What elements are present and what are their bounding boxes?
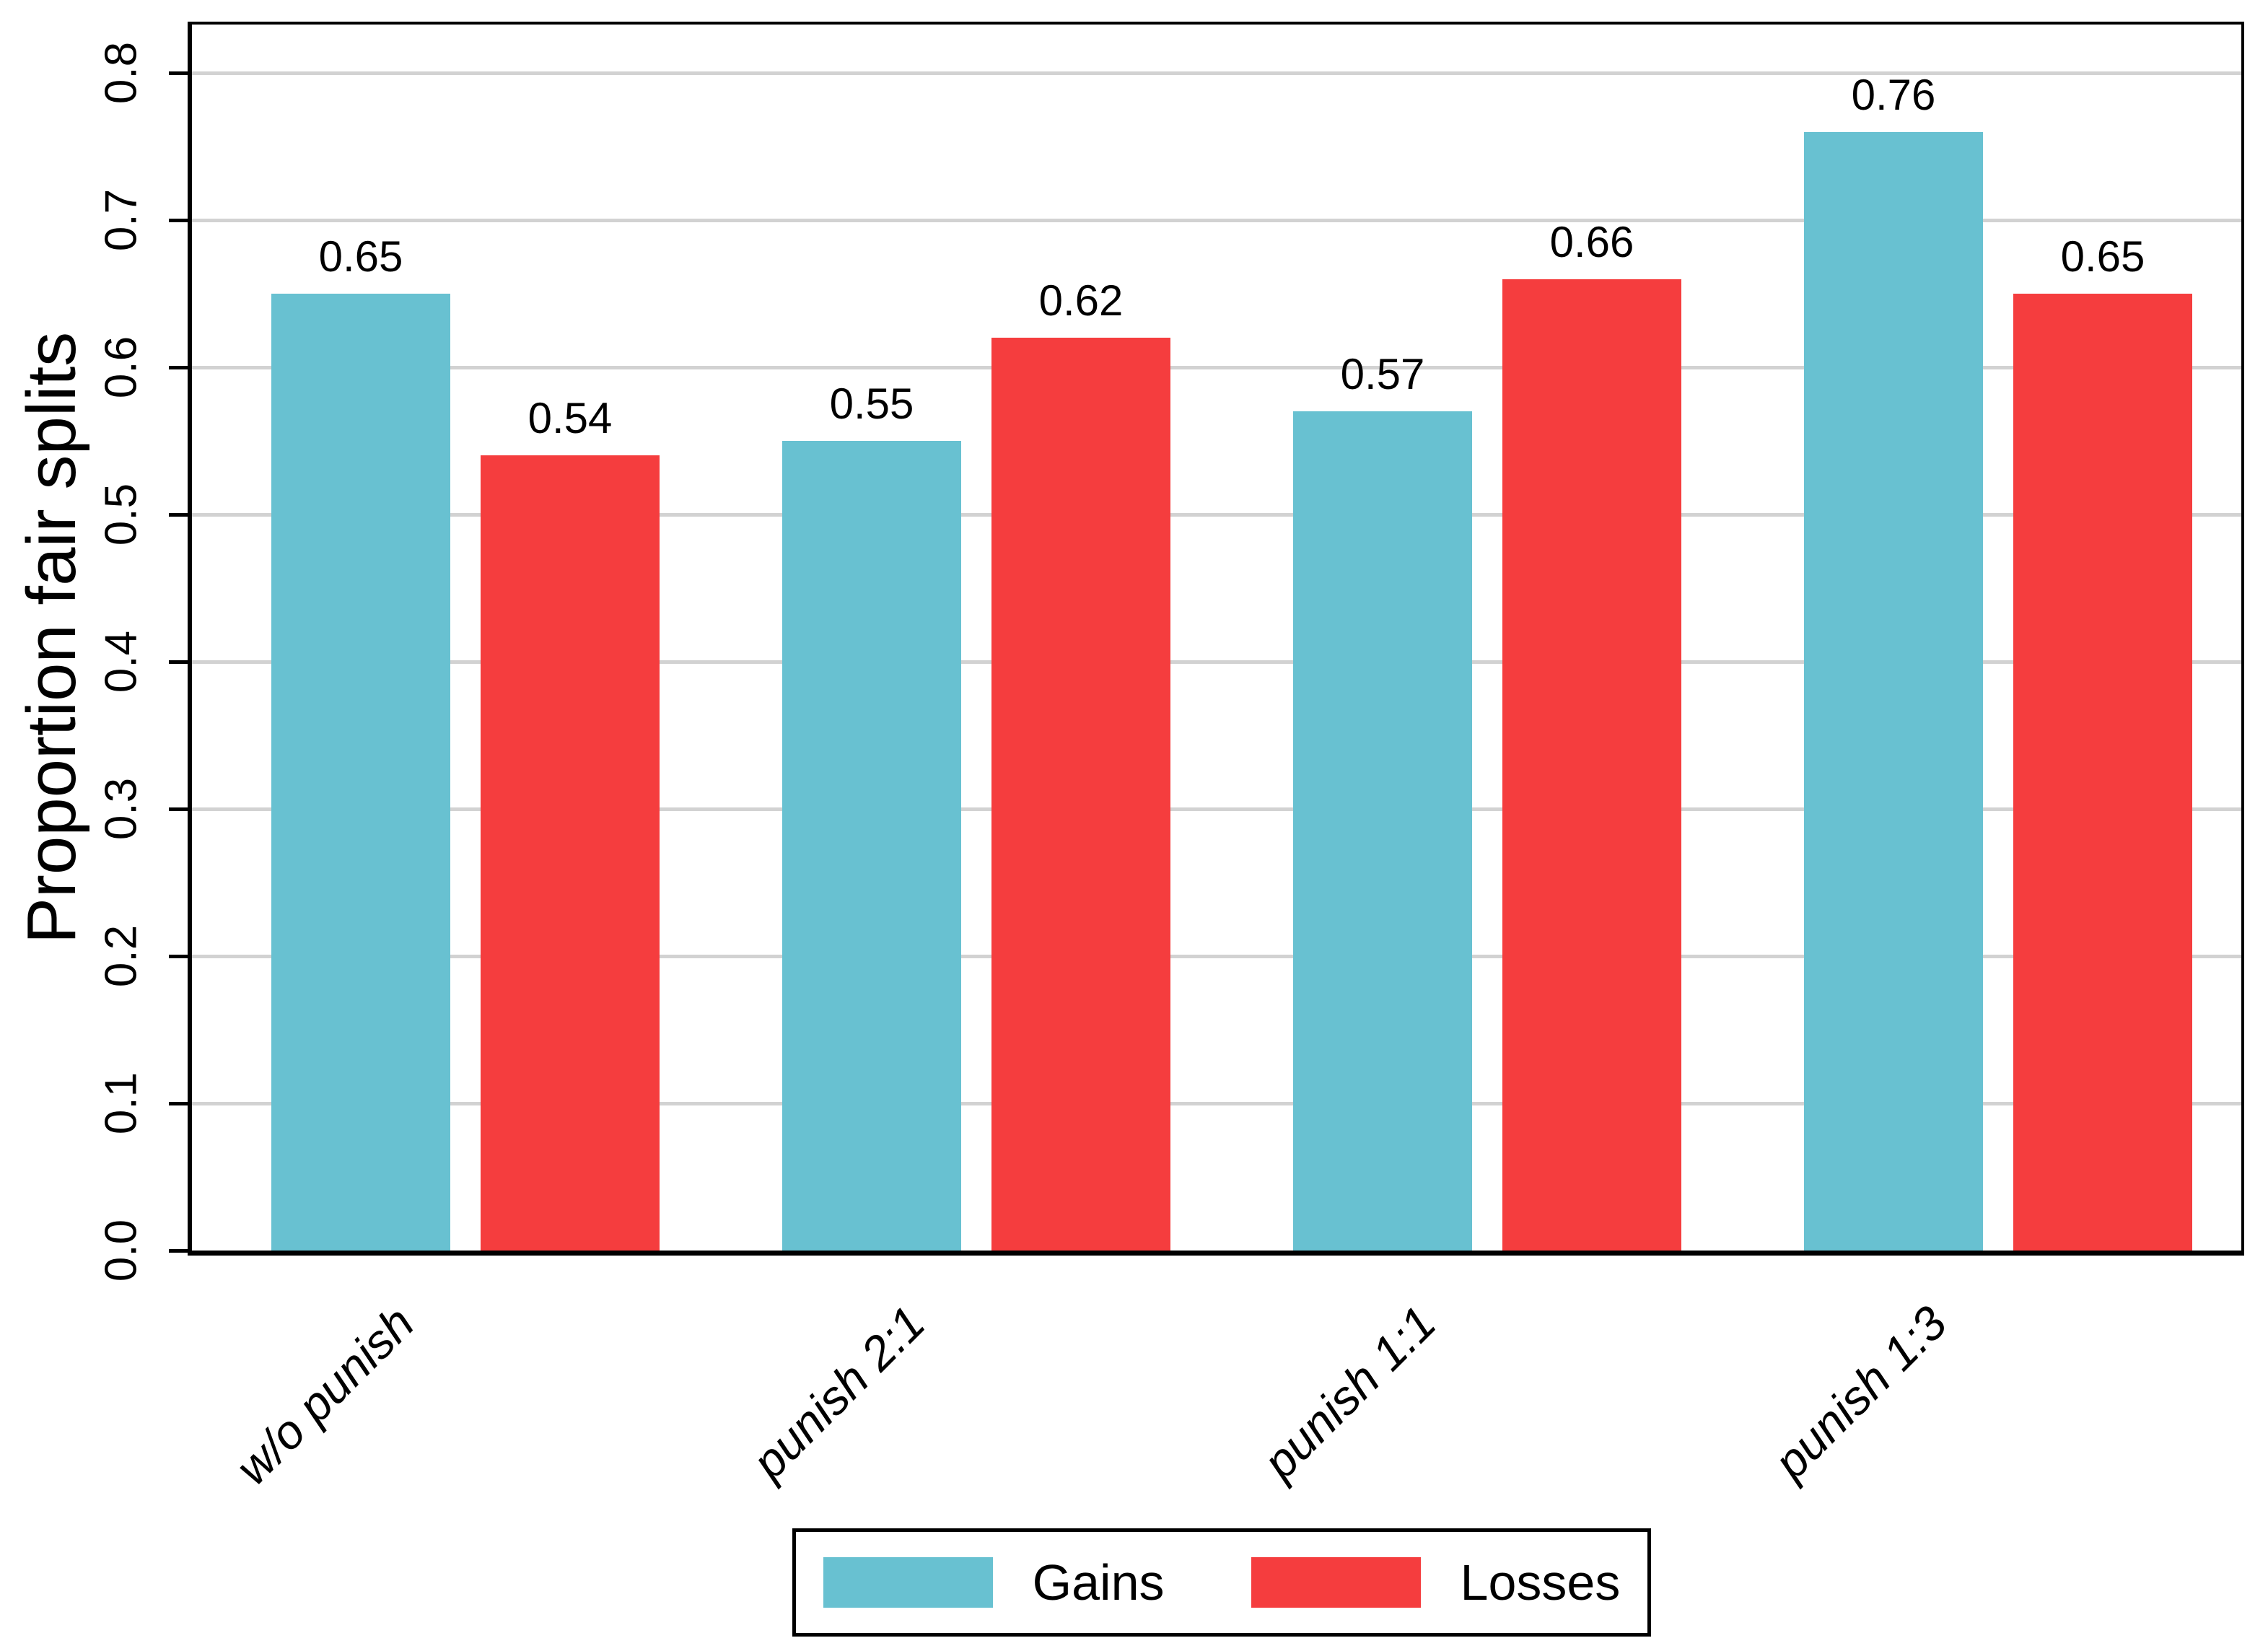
bar-losses-1 (481, 455, 660, 1251)
legend-label-gains: Gains (1032, 1554, 1165, 1611)
y-axis-tick (169, 366, 188, 369)
y-axis-tick (169, 1102, 188, 1105)
y-tick-label: 0.2 (96, 924, 146, 988)
y-axis-tick (169, 955, 188, 958)
bar-value-label: 0.65 (318, 232, 403, 281)
bar-value-label: 0.62 (1038, 276, 1124, 325)
gridline (192, 366, 2241, 369)
bar-losses-3 (1502, 279, 1681, 1251)
y-axis-tick (169, 1249, 188, 1253)
y-axis-tick (169, 71, 188, 75)
legend: Gains Losses (792, 1528, 1651, 1637)
bar-value-label: 0.65 (2060, 232, 2145, 281)
bar-value-label: 0.66 (1549, 218, 1634, 266)
bar-value-label: 0.76 (1851, 71, 1936, 119)
bar-value-label: 0.57 (1340, 350, 1425, 398)
gridline (192, 71, 2241, 75)
y-axis-tick (169, 807, 188, 811)
gridline (192, 513, 2241, 517)
y-tick-label: 0.7 (96, 188, 146, 252)
y-axis-tick (169, 219, 188, 222)
y-tick-label: 0.4 (96, 630, 146, 693)
gridline (192, 807, 2241, 811)
y-tick-label: 0.5 (96, 483, 146, 546)
y-axis-tick (169, 660, 188, 664)
plot-area: 0.65 0.54 0.55 0.62 0.57 0.66 0.76 0.65 (188, 22, 2244, 1256)
losses-swatch (1251, 1557, 1421, 1608)
plot-inner: 0.65 0.54 0.55 0.62 0.57 0.66 0.76 0.65 (192, 25, 2241, 1251)
gridline (192, 660, 2241, 664)
y-tick-label: 0.1 (96, 1072, 146, 1135)
bar-losses-4 (2013, 294, 2192, 1251)
legend-item-losses: Losses (1251, 1554, 1621, 1611)
bar-gains-2 (782, 441, 961, 1251)
x-category-label: w/o punish (225, 1295, 425, 1495)
bar-losses-2 (991, 338, 1170, 1251)
legend-item-gains: Gains (823, 1557, 1165, 1608)
y-axis-tick (169, 513, 188, 517)
y-tick-label: 0.0 (96, 1219, 146, 1282)
bar-gains-4 (1804, 132, 1983, 1251)
bar-gains-1 (271, 294, 450, 1251)
x-category-label: punish 1:3 (1764, 1295, 1958, 1489)
y-tick-label: 0.3 (96, 777, 146, 841)
x-category-label: punish 2:1 (742, 1295, 936, 1489)
gridline (192, 219, 2241, 222)
bar-gains-3 (1293, 411, 1472, 1251)
y-tick-label: 0.6 (96, 336, 146, 399)
gains-swatch (823, 1557, 993, 1608)
bar-value-label: 0.55 (829, 380, 914, 428)
x-category-label: punish 1:1 (1253, 1295, 1447, 1489)
legend-label-losses: Losses (1460, 1554, 1621, 1611)
gridline (192, 955, 2241, 958)
y-tick-label: 0.8 (96, 41, 146, 105)
gridline (192, 1102, 2241, 1105)
bar-value-label: 0.54 (527, 394, 613, 442)
y-axis-title: Proportion fair splits (13, 331, 90, 945)
